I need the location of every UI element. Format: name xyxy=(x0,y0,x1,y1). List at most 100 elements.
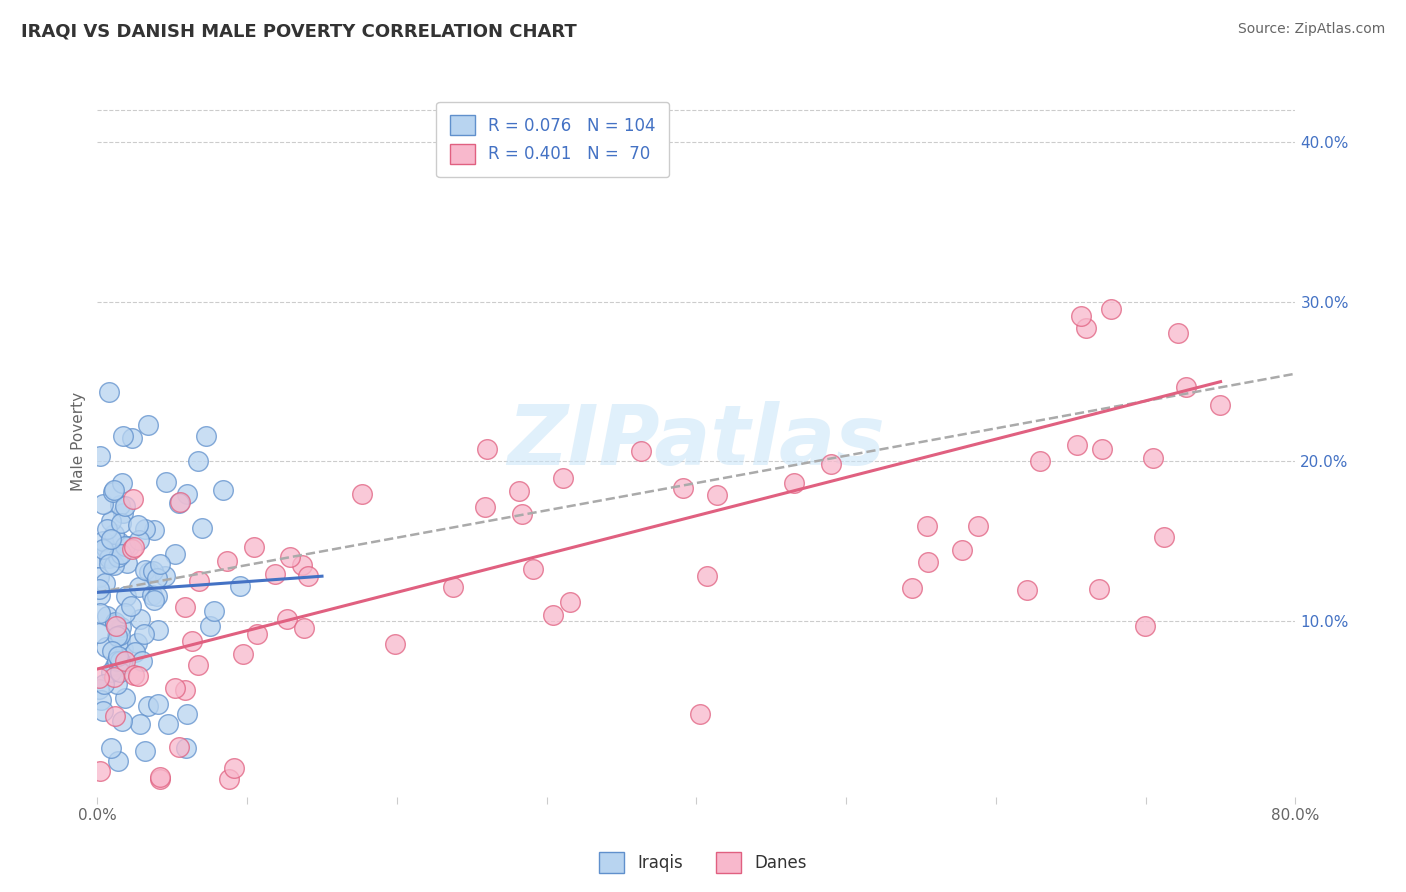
Point xyxy=(87,570,110,584)
Point xyxy=(91,533,114,548)
Point xyxy=(91,704,114,718)
Point xyxy=(149,557,172,571)
Point xyxy=(169,495,191,509)
Point xyxy=(96,608,118,623)
Point xyxy=(1070,309,1092,323)
Point xyxy=(107,754,129,768)
Point xyxy=(127,517,149,532)
Point xyxy=(202,604,225,618)
Point xyxy=(129,716,152,731)
Point xyxy=(93,677,115,691)
Point xyxy=(100,665,122,679)
Point xyxy=(129,612,152,626)
Point xyxy=(101,485,124,500)
Point xyxy=(224,761,246,775)
Point xyxy=(131,654,153,668)
Point xyxy=(105,677,128,691)
Point xyxy=(1153,530,1175,544)
Point xyxy=(110,665,132,680)
Point xyxy=(94,640,117,655)
Point xyxy=(112,641,135,656)
Point xyxy=(87,681,110,696)
Point xyxy=(191,521,214,535)
Point xyxy=(110,516,132,530)
Point xyxy=(174,600,197,615)
Point xyxy=(108,632,131,647)
Point xyxy=(915,519,938,533)
Point xyxy=(155,475,177,489)
Point xyxy=(1142,451,1164,466)
Point xyxy=(508,483,530,498)
Point xyxy=(100,532,122,546)
Point xyxy=(111,714,134,728)
Point xyxy=(146,589,169,603)
Point xyxy=(120,599,142,614)
Point xyxy=(127,636,149,650)
Point xyxy=(111,657,134,671)
Point xyxy=(181,634,204,648)
Point xyxy=(134,744,156,758)
Point xyxy=(114,690,136,705)
Point xyxy=(87,625,110,640)
Point xyxy=(111,429,134,443)
Point xyxy=(541,607,564,622)
Text: IRAQI VS DANISH MALE POVERTY CORRELATION CHART: IRAQI VS DANISH MALE POVERTY CORRELATION… xyxy=(21,22,576,40)
Point xyxy=(122,492,145,507)
Point xyxy=(104,619,127,633)
Point xyxy=(1066,438,1088,452)
Point xyxy=(148,623,170,637)
Point xyxy=(1028,454,1050,468)
Point xyxy=(1175,379,1198,393)
Point xyxy=(198,619,221,633)
Point xyxy=(292,622,315,636)
Point xyxy=(103,670,125,684)
Point xyxy=(950,542,973,557)
Point xyxy=(146,571,169,585)
Point xyxy=(149,772,172,786)
Point xyxy=(187,574,209,588)
Point xyxy=(1133,618,1156,632)
Point xyxy=(118,540,141,554)
Point xyxy=(107,549,129,564)
Point xyxy=(218,772,240,786)
Point xyxy=(474,500,496,514)
Point xyxy=(156,717,179,731)
Point xyxy=(143,523,166,537)
Point xyxy=(441,580,464,594)
Point xyxy=(174,740,197,755)
Point xyxy=(173,682,195,697)
Point xyxy=(122,541,145,555)
Point xyxy=(551,471,574,485)
Point xyxy=(966,519,988,533)
Point xyxy=(1167,326,1189,341)
Point xyxy=(100,515,122,529)
Point xyxy=(917,555,939,569)
Point xyxy=(782,476,804,491)
Point xyxy=(114,607,136,621)
Point xyxy=(276,612,298,626)
Point xyxy=(96,522,118,536)
Point xyxy=(384,637,406,651)
Point xyxy=(176,706,198,721)
Point xyxy=(110,628,132,642)
Point xyxy=(110,547,132,561)
Point xyxy=(103,558,125,572)
Point xyxy=(1074,321,1097,335)
Point xyxy=(104,617,127,632)
Point xyxy=(98,549,121,563)
Point xyxy=(146,698,169,712)
Point xyxy=(475,442,498,457)
Point xyxy=(89,582,111,597)
Point xyxy=(103,483,125,497)
Point xyxy=(246,627,269,641)
Point xyxy=(820,457,842,471)
Point xyxy=(291,558,314,572)
Point xyxy=(124,644,146,658)
Point xyxy=(101,644,124,658)
Point xyxy=(134,522,156,536)
Point xyxy=(89,764,111,779)
Point xyxy=(352,487,374,501)
Point xyxy=(136,698,159,713)
Point xyxy=(112,506,135,520)
Point xyxy=(100,740,122,755)
